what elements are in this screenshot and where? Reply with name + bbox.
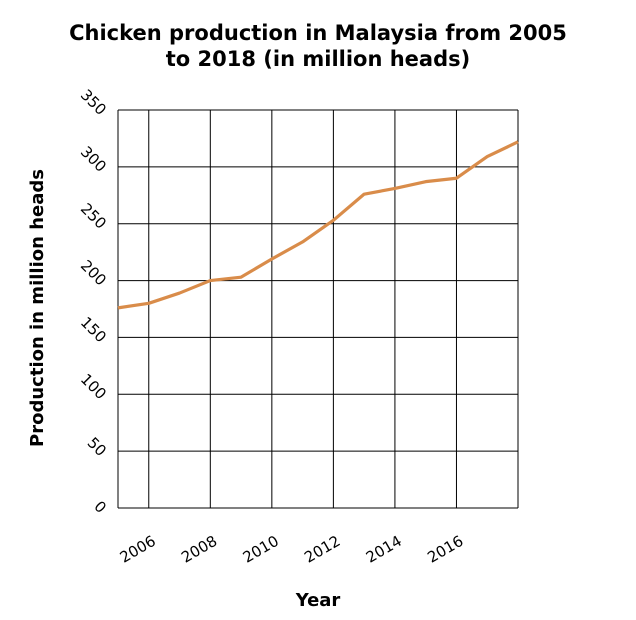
x-tick-label: 2008 xyxy=(178,532,220,567)
chart-title-line-1: Chicken production in Malaysia from 2005 xyxy=(69,21,567,45)
series-line xyxy=(117,140,519,310)
x-tick-label: 2010 xyxy=(240,532,282,567)
y-axis-label: Production in million heads xyxy=(27,169,48,447)
y-tick-label: 200 xyxy=(77,256,110,289)
x-tick-label: 2012 xyxy=(301,532,343,567)
y-tick-label: 250 xyxy=(77,200,110,233)
y-axis-tick-labels: 0 50 100 150 200 250 300 350 xyxy=(77,86,110,517)
x-axis-label: Year xyxy=(295,590,341,611)
grid-lines xyxy=(117,109,519,509)
y-tick-label: 150 xyxy=(77,313,110,346)
series-group xyxy=(117,140,519,310)
y-tick-label: 100 xyxy=(77,370,110,403)
y-tick-label: 0 xyxy=(90,497,109,516)
y-tick-label: 50 xyxy=(84,434,110,460)
x-axis-tick-labels: 2006 2008 2010 2012 2014 2016 xyxy=(117,532,467,567)
y-tick-label: 350 xyxy=(77,86,110,119)
chart-title-line-2: to 2018 (in million heads) xyxy=(166,47,470,71)
x-tick-label: 2016 xyxy=(424,532,466,567)
x-tick-label: 2014 xyxy=(363,532,405,567)
x-tick-label: 2006 xyxy=(117,532,159,567)
y-tick-label: 300 xyxy=(77,143,110,176)
